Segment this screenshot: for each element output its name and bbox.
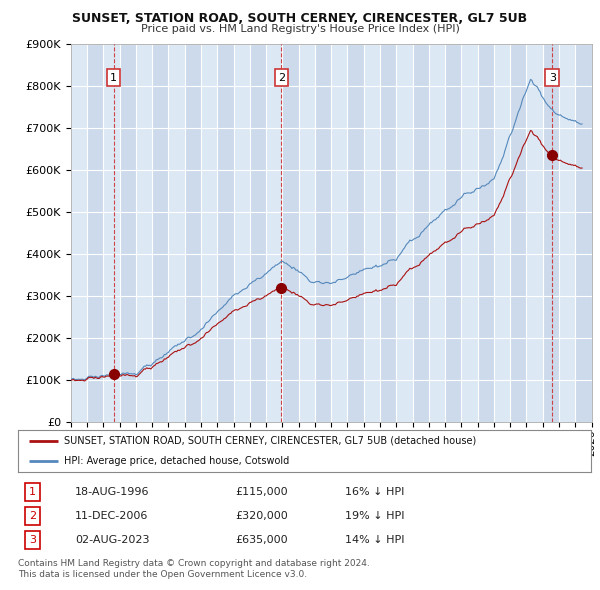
Bar xyxy=(429,44,445,422)
Text: 19% ↓ HPI: 19% ↓ HPI xyxy=(344,511,404,521)
Bar xyxy=(283,44,299,422)
Bar xyxy=(185,44,201,422)
Bar xyxy=(494,44,510,422)
Bar xyxy=(396,44,413,422)
Bar xyxy=(71,44,87,422)
Text: £635,000: £635,000 xyxy=(236,535,289,545)
Bar xyxy=(315,44,331,422)
Text: 3: 3 xyxy=(549,73,556,83)
Bar xyxy=(331,44,347,422)
Bar xyxy=(364,44,380,422)
Bar xyxy=(592,44,600,422)
Bar xyxy=(510,44,526,422)
Text: 14% ↓ HPI: 14% ↓ HPI xyxy=(344,535,404,545)
Bar xyxy=(526,44,543,422)
Text: 02-AUG-2023: 02-AUG-2023 xyxy=(76,535,150,545)
Bar xyxy=(347,44,364,422)
Text: 2: 2 xyxy=(278,73,285,83)
Bar xyxy=(136,44,152,422)
Bar xyxy=(461,44,478,422)
Text: HPI: Average price, detached house, Cotswold: HPI: Average price, detached house, Cots… xyxy=(64,455,289,466)
Bar xyxy=(217,44,233,422)
Bar xyxy=(103,44,119,422)
Bar xyxy=(169,44,185,422)
Text: £320,000: £320,000 xyxy=(236,511,289,521)
Text: 18-AUG-1996: 18-AUG-1996 xyxy=(76,487,150,497)
Text: 3: 3 xyxy=(29,535,36,545)
Bar xyxy=(559,44,575,422)
Text: Price paid vs. HM Land Registry's House Price Index (HPI): Price paid vs. HM Land Registry's House … xyxy=(140,24,460,34)
Bar xyxy=(233,44,250,422)
Bar xyxy=(87,44,103,422)
Bar xyxy=(413,44,429,422)
Text: £115,000: £115,000 xyxy=(236,487,289,497)
Text: 1: 1 xyxy=(110,73,117,83)
Bar xyxy=(266,44,283,422)
Bar xyxy=(543,44,559,422)
Text: 11-DEC-2006: 11-DEC-2006 xyxy=(76,511,149,521)
Bar xyxy=(201,44,217,422)
Bar xyxy=(299,44,315,422)
Text: 1: 1 xyxy=(29,487,36,497)
Text: Contains HM Land Registry data © Crown copyright and database right 2024.
This d: Contains HM Land Registry data © Crown c… xyxy=(18,559,370,579)
Bar xyxy=(445,44,461,422)
Bar xyxy=(478,44,494,422)
Bar xyxy=(152,44,169,422)
Text: SUNSET, STATION ROAD, SOUTH CERNEY, CIRENCESTER, GL7 5UB (detached house): SUNSET, STATION ROAD, SOUTH CERNEY, CIRE… xyxy=(64,436,476,446)
Bar xyxy=(575,44,592,422)
Bar xyxy=(119,44,136,422)
Text: 16% ↓ HPI: 16% ↓ HPI xyxy=(344,487,404,497)
Text: 2: 2 xyxy=(29,511,36,521)
Text: SUNSET, STATION ROAD, SOUTH CERNEY, CIRENCESTER, GL7 5UB: SUNSET, STATION ROAD, SOUTH CERNEY, CIRE… xyxy=(73,12,527,25)
Bar xyxy=(250,44,266,422)
Bar xyxy=(380,44,396,422)
